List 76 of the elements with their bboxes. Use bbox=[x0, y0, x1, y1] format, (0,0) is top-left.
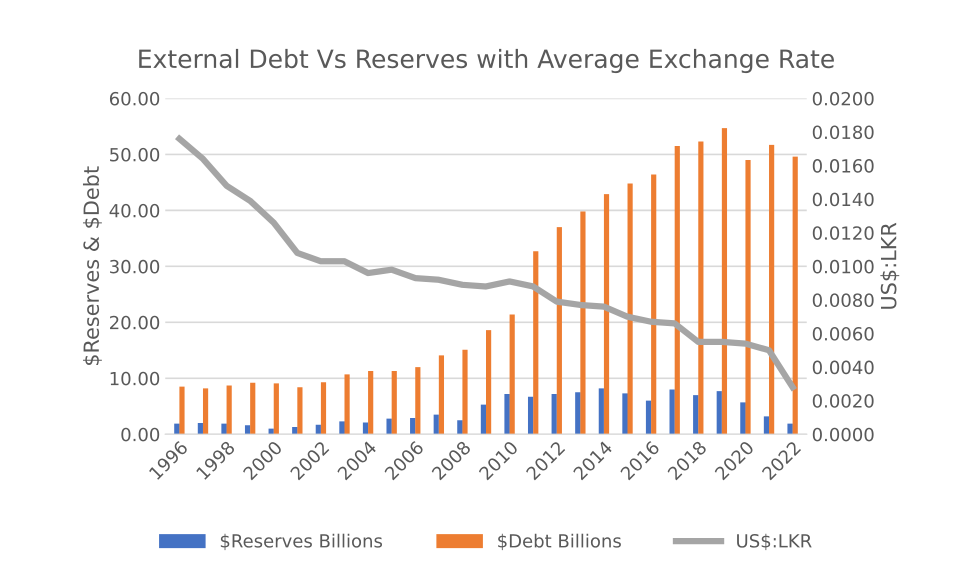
y-axis-title: $Reserves & $Debt bbox=[82, 166, 102, 366]
bar bbox=[510, 314, 515, 434]
bar bbox=[344, 374, 350, 434]
bar bbox=[556, 227, 562, 434]
bar bbox=[693, 395, 698, 434]
bar bbox=[368, 371, 374, 434]
y2-tick-label: 0.0180 bbox=[812, 125, 874, 140]
bar bbox=[504, 394, 510, 434]
bar bbox=[698, 142, 704, 434]
bar bbox=[486, 330, 492, 434]
bar bbox=[769, 144, 774, 434]
bar bbox=[533, 251, 538, 434]
bar bbox=[792, 156, 798, 434]
bar bbox=[646, 400, 652, 434]
bar bbox=[297, 387, 303, 434]
legend-label: $Debt Billions bbox=[498, 534, 621, 550]
bar bbox=[622, 393, 628, 434]
bar bbox=[434, 414, 439, 434]
bar bbox=[339, 421, 344, 434]
bar bbox=[415, 367, 420, 434]
y2-tick-label: 0.0020 bbox=[812, 394, 874, 408]
y2-axis-title: US$:LKR bbox=[880, 222, 900, 309]
y2-tick-label: 0.0120 bbox=[812, 226, 874, 240]
y2-tick-label: 0.0060 bbox=[812, 326, 874, 341]
y-tick-label: 40.00 bbox=[110, 204, 160, 218]
y2-tick-label: 0.0040 bbox=[812, 360, 874, 374]
bar bbox=[528, 396, 534, 434]
bar bbox=[716, 391, 722, 434]
y2-tick-label: 0.0160 bbox=[812, 159, 874, 173]
y-tick-label: 60.00 bbox=[110, 92, 160, 106]
bar bbox=[462, 350, 468, 434]
bar bbox=[740, 402, 746, 434]
bar bbox=[292, 426, 298, 434]
legend-label: US$:LKR bbox=[737, 534, 812, 550]
chart-title: External Debt Vs Reserves with Average Exchange Rate bbox=[139, 48, 834, 74]
bar bbox=[651, 174, 656, 434]
y-tick-label: 20.00 bbox=[110, 316, 160, 330]
bar bbox=[764, 416, 770, 434]
y2-tick-label: 0.0200 bbox=[812, 92, 874, 106]
bar bbox=[457, 420, 462, 434]
bar bbox=[362, 422, 368, 434]
y-tick-label: 10.00 bbox=[110, 372, 160, 386]
bar bbox=[674, 146, 680, 434]
bar bbox=[552, 394, 557, 434]
y-tick-label: 30.00 bbox=[110, 260, 160, 274]
bar bbox=[598, 388, 604, 434]
bar bbox=[604, 194, 610, 434]
y2-tick-label: 0.0000 bbox=[812, 428, 874, 442]
bar bbox=[320, 382, 326, 434]
legend-label: $Reserves Billions bbox=[220, 534, 382, 550]
y2-tick-label: 0.0100 bbox=[812, 260, 874, 274]
y-tick-label: 0.00 bbox=[121, 428, 160, 442]
bar bbox=[316, 424, 321, 434]
bar bbox=[438, 355, 444, 434]
bar bbox=[226, 386, 232, 434]
bar bbox=[198, 423, 203, 434]
bar bbox=[480, 404, 486, 434]
bar bbox=[386, 418, 392, 434]
bar bbox=[787, 424, 793, 434]
bar bbox=[392, 371, 397, 434]
bar bbox=[221, 424, 227, 434]
bar bbox=[745, 160, 751, 434]
bar bbox=[202, 388, 208, 434]
bar bbox=[174, 424, 180, 434]
bar bbox=[575, 392, 580, 434]
y2-tick-label: 0.0080 bbox=[812, 293, 874, 308]
bar bbox=[179, 386, 185, 434]
bar bbox=[274, 383, 279, 434]
bar bbox=[250, 382, 256, 434]
bar bbox=[580, 211, 586, 434]
bar bbox=[669, 389, 675, 434]
bar bbox=[628, 184, 633, 434]
y-tick-label: 50.00 bbox=[110, 148, 160, 162]
bar bbox=[410, 418, 416, 434]
bar bbox=[722, 128, 728, 434]
y2-tick-label: 0.0140 bbox=[812, 192, 874, 206]
